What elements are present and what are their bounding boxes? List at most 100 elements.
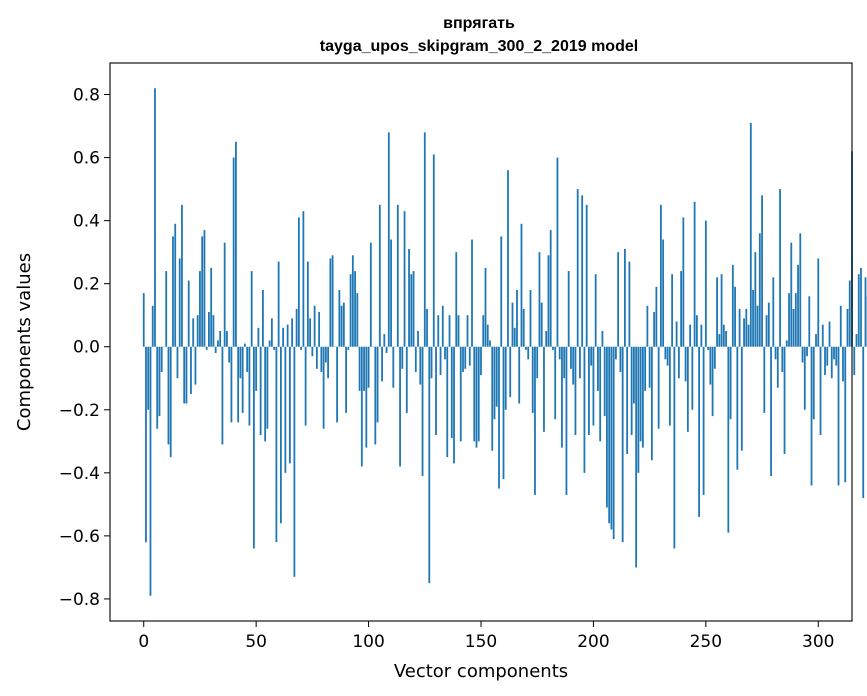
- bar: [833, 346, 835, 360]
- bar: [592, 346, 595, 426]
- bar: [351, 255, 354, 347]
- bar: [464, 346, 467, 369]
- bar: [468, 346, 471, 366]
- bar: [835, 346, 838, 366]
- bar: [821, 324, 824, 347]
- bar: [178, 258, 181, 347]
- bar: [695, 315, 698, 347]
- bar: [747, 324, 750, 347]
- bar: [183, 346, 186, 404]
- bar: [160, 346, 163, 372]
- y-axis-ticks: −0.8 −0.6 −0.4 −0.2 0.0 0.2 0.4 0.6 0.8: [59, 86, 110, 610]
- bar: [563, 346, 566, 379]
- bar: [608, 346, 611, 524]
- bar: [320, 346, 323, 372]
- bar: [857, 274, 860, 347]
- bar: [255, 346, 258, 391]
- bar: [522, 308, 525, 347]
- bar: [165, 271, 168, 347]
- bar: [306, 261, 309, 347]
- bar: [644, 346, 647, 391]
- bar: [199, 271, 201, 347]
- bar: [484, 267, 487, 347]
- bar: [534, 346, 536, 495]
- bar: [561, 346, 563, 448]
- x-tick-label: 100: [352, 632, 384, 652]
- bar: [437, 315, 440, 347]
- bar: [567, 271, 570, 347]
- bar: [304, 346, 307, 426]
- bar: [743, 318, 745, 347]
- bar: [432, 154, 435, 347]
- bar: [749, 122, 752, 347]
- bar: [444, 346, 446, 360]
- bar: [792, 308, 795, 347]
- bar: [691, 346, 694, 410]
- bar: [248, 346, 251, 426]
- bar: [828, 321, 831, 347]
- bar: [462, 346, 464, 372]
- bar: [684, 346, 687, 382]
- bar: [196, 315, 199, 347]
- bar: [405, 346, 408, 413]
- bar: [241, 346, 244, 413]
- bar: [142, 293, 145, 347]
- bar: [441, 305, 444, 347]
- bar: [646, 305, 649, 347]
- bar: [776, 346, 779, 388]
- bar: [226, 330, 228, 347]
- bar: [585, 204, 588, 347]
- bar: [531, 346, 534, 413]
- x-axis-ticks: 0 50 100 150 200 250 300: [138, 621, 834, 652]
- bar: [473, 346, 476, 442]
- bar: [187, 280, 190, 347]
- bar: [761, 195, 763, 347]
- bar: [848, 280, 851, 347]
- bar: [842, 346, 844, 382]
- bar: [223, 242, 226, 347]
- bar: [374, 346, 377, 445]
- bar: [853, 346, 856, 376]
- bar: [680, 271, 683, 347]
- bar: [358, 346, 361, 391]
- bar: [736, 346, 739, 470]
- bar: [689, 324, 692, 347]
- bar: [619, 346, 622, 372]
- bar: [603, 346, 606, 417]
- bar: [540, 302, 543, 347]
- bar: [145, 346, 147, 543]
- bar: [543, 346, 545, 432]
- bar: [172, 236, 174, 347]
- bar: [779, 189, 781, 347]
- bar: [815, 334, 817, 347]
- bar: [360, 346, 363, 467]
- bar: [376, 346, 379, 423]
- y-tick-label: −0.8: [59, 590, 100, 610]
- bar: [756, 305, 759, 347]
- y-tick-label: 0.0: [73, 338, 100, 358]
- bar: [284, 346, 287, 473]
- bar: [590, 346, 593, 366]
- bar: [151, 305, 154, 347]
- bar: [455, 252, 458, 347]
- bar: [324, 346, 327, 363]
- bar: [297, 217, 300, 347]
- bar: [538, 252, 541, 347]
- bar: [426, 308, 428, 347]
- bar: [664, 346, 667, 360]
- bar: [291, 318, 294, 347]
- bar: [268, 340, 271, 347]
- bar: [428, 346, 431, 584]
- bar: [412, 271, 415, 347]
- bar: [716, 277, 718, 347]
- bar: [633, 346, 635, 404]
- bar: [574, 346, 577, 435]
- bar: [498, 346, 500, 489]
- bar: [606, 346, 608, 508]
- bar: [331, 255, 334, 347]
- bar: [785, 340, 788, 347]
- x-tick-label: 0: [138, 632, 149, 652]
- bar: [507, 170, 509, 347]
- bar: [342, 302, 345, 347]
- bar: [385, 346, 388, 354]
